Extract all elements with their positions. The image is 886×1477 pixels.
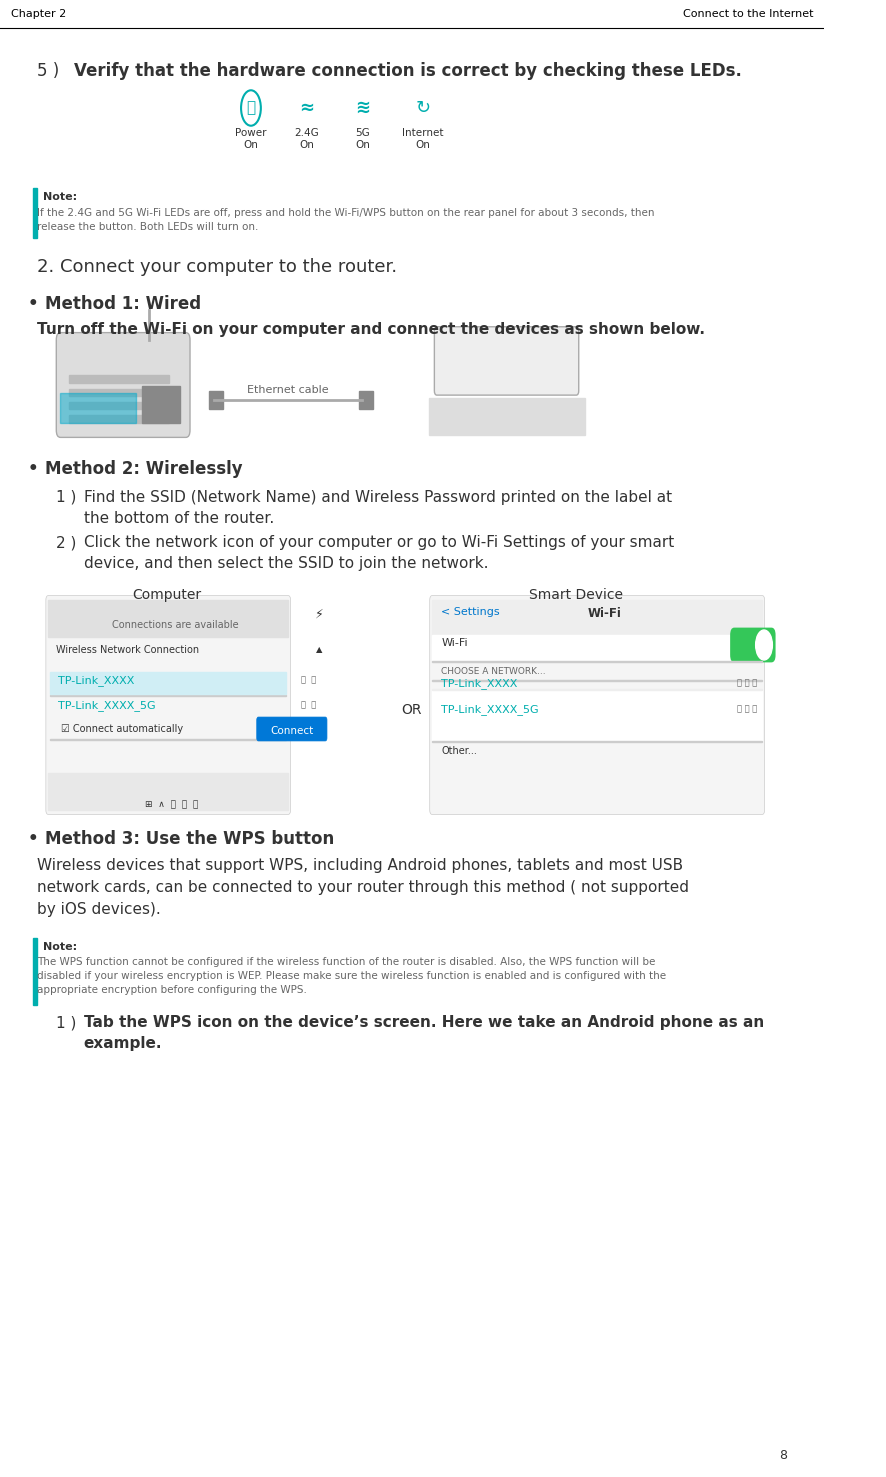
Bar — [68, 388, 169, 396]
Text: Other...: Other... — [441, 746, 477, 756]
Text: ⚡: ⚡ — [315, 609, 323, 620]
Text: Internet
On: Internet On — [401, 128, 443, 151]
Text: Method 1: Wired: Method 1: Wired — [44, 295, 200, 313]
Bar — [431, 716, 761, 741]
Bar — [48, 600, 288, 637]
Text: Note:: Note: — [43, 942, 77, 953]
Text: 1 ): 1 ) — [56, 490, 76, 505]
Text: 🔒  📶: 🔒 📶 — [300, 675, 315, 684]
Text: TP-Link_XXXX_5G: TP-Link_XXXX_5G — [58, 700, 155, 710]
Text: •: • — [27, 459, 50, 479]
Text: Method 3: Use the WPS button: Method 3: Use the WPS button — [44, 830, 333, 848]
Bar — [68, 375, 169, 383]
Text: Note:: Note: — [43, 192, 77, 202]
Text: TP-Link_XXXX: TP-Link_XXXX — [441, 678, 517, 690]
Text: ⏻: ⏻ — [246, 100, 255, 115]
Text: •: • — [27, 295, 50, 313]
Text: ▲: ▲ — [315, 645, 323, 654]
Bar — [358, 391, 372, 409]
Bar — [60, 393, 136, 422]
Text: The WPS function cannot be configured if the wireless function of the router is : The WPS function cannot be configured if… — [37, 957, 665, 995]
Bar — [33, 938, 37, 1004]
Bar — [431, 740, 761, 741]
Text: 8: 8 — [779, 1449, 787, 1462]
Text: Ethernet cable: Ethernet cable — [247, 385, 329, 394]
Text: 1 ): 1 ) — [56, 1015, 76, 1029]
Text: 2.4G
On: 2.4G On — [294, 128, 319, 151]
Text: Verify that the hardware connection is correct by checking these LEDs.: Verify that the hardware connection is c… — [74, 62, 742, 80]
Text: 2. Connect your computer to the router.: 2. Connect your computer to the router. — [37, 258, 397, 276]
Text: Find the SSID (Network Name) and Wireless Password printed on the label at
the b: Find the SSID (Network Name) and Wireles… — [83, 490, 671, 526]
Text: ≈: ≈ — [299, 99, 314, 117]
Text: 🔒 📶 ⓘ: 🔒 📶 ⓘ — [736, 678, 757, 687]
Text: ⊞  ∧  🔊  📶  🕐: ⊞ ∧ 🔊 📶 🕐 — [145, 801, 198, 809]
Text: Wireless devices that support WPS, including Android phones, tablets and most US: Wireless devices that support WPS, inclu… — [37, 858, 688, 917]
Bar — [431, 635, 761, 660]
Text: 🔒 📶 ⓘ: 🔒 📶 ⓘ — [736, 705, 757, 713]
Text: CHOOSE A NETWORK...: CHOOSE A NETWORK... — [441, 668, 546, 676]
FancyBboxPatch shape — [729, 628, 774, 662]
Bar — [68, 402, 169, 409]
Text: ↻: ↻ — [415, 99, 430, 117]
Text: Computer: Computer — [133, 588, 202, 603]
FancyBboxPatch shape — [434, 326, 578, 396]
Bar — [431, 688, 761, 690]
Bar — [209, 391, 222, 409]
FancyBboxPatch shape — [429, 595, 764, 814]
Bar — [431, 660, 761, 662]
Text: Power
On: Power On — [235, 128, 267, 151]
Text: Tab the WPS icon on the device’s screen. Here we take an Android phone as an
exa: Tab the WPS icon on the device’s screen.… — [83, 1015, 763, 1052]
Bar — [431, 600, 761, 644]
Bar — [431, 690, 761, 716]
FancyBboxPatch shape — [56, 332, 190, 437]
Bar — [33, 188, 37, 238]
Text: ☑ Connect automatically: ☑ Connect automatically — [61, 724, 183, 734]
Bar — [428, 399, 584, 436]
Text: 5 ): 5 ) — [37, 62, 59, 80]
Bar — [68, 415, 169, 422]
Text: Connect: Connect — [270, 727, 313, 736]
Text: TP-Link_XXXX_5G: TP-Link_XXXX_5G — [441, 705, 539, 715]
Text: Wi-Fi: Wi-Fi — [441, 638, 468, 648]
Text: < Settings: < Settings — [441, 607, 500, 617]
Text: Connections are available: Connections are available — [112, 620, 237, 631]
Text: ≋: ≋ — [354, 99, 369, 117]
Text: Click the network icon of your computer or go to Wi-Fi Settings of your smart
de: Click the network icon of your computer … — [83, 535, 673, 572]
FancyBboxPatch shape — [256, 716, 327, 741]
Text: Wi-Fi: Wi-Fi — [587, 607, 620, 620]
Text: TP-Link_XXXX: TP-Link_XXXX — [58, 675, 134, 685]
Text: Connect to the Internet: Connect to the Internet — [682, 9, 812, 19]
Text: If the 2.4G and 5G Wi-Fi LEDs are off, press and hold the Wi-Fi/WPS button on th: If the 2.4G and 5G Wi-Fi LEDs are off, p… — [37, 208, 654, 232]
Text: Wireless Network Connection: Wireless Network Connection — [56, 645, 198, 654]
Bar — [50, 672, 286, 694]
Text: •: • — [27, 830, 50, 848]
FancyBboxPatch shape — [46, 595, 291, 814]
Text: 🔒  📶: 🔒 📶 — [300, 700, 315, 709]
Text: 5G
On: 5G On — [354, 128, 369, 151]
Text: Smart Device: Smart Device — [529, 588, 623, 603]
Text: Chapter 2: Chapter 2 — [12, 9, 66, 19]
Bar — [142, 385, 179, 422]
Bar — [50, 738, 286, 740]
Bar — [48, 772, 288, 809]
Circle shape — [755, 631, 772, 660]
Text: Method 2: Wirelessly: Method 2: Wirelessly — [44, 459, 242, 479]
Text: Turn off the Wi-Fi on your computer and connect the devices as shown below.: Turn off the Wi-Fi on your computer and … — [37, 322, 704, 337]
Text: OR: OR — [401, 703, 422, 716]
Bar — [431, 679, 761, 681]
Text: 2 ): 2 ) — [56, 535, 76, 549]
